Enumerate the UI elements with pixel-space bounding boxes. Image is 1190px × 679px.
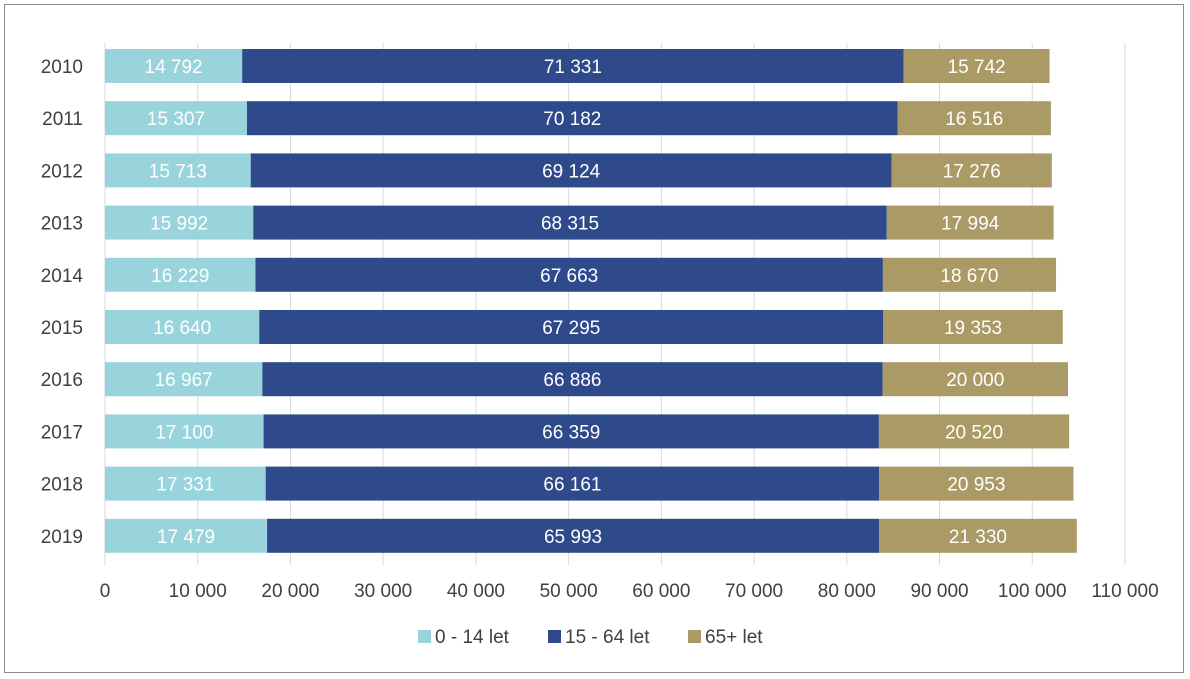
data-label: 20 000 [946,370,1004,391]
legend-swatch [418,630,431,643]
data-label: 20 953 [947,475,1005,496]
bar-segment [886,205,1054,240]
bar-segment [891,153,1052,188]
legend-swatch [548,630,561,643]
bar-segment [105,518,268,553]
category-label: 2016 [41,370,83,391]
bar-segment [879,518,1077,553]
data-label: 70 182 [543,109,601,130]
x-tick-label: 90 000 [910,581,968,602]
category-label: 2019 [41,527,83,548]
bar-segment [105,153,251,188]
data-label: 20 520 [945,422,1003,443]
bar-segment [259,310,884,344]
data-label: 15 307 [147,109,205,130]
bar-segment [105,101,247,136]
data-label: 17 100 [155,422,213,443]
bar-segment [882,362,1069,397]
bar-segment [105,257,256,292]
bar-segment [883,310,1063,344]
bar-segment [879,466,1074,501]
bar-segment [262,362,883,397]
bar-segment [265,466,880,501]
category-label: 2017 [41,422,83,443]
data-label: 67 663 [540,266,598,287]
x-tick-label: 20 000 [261,581,319,602]
bar-segment [897,101,1051,136]
data-label: 17 479 [157,527,215,548]
x-tick-label: 10 000 [169,581,227,602]
data-label: 17 331 [156,475,214,496]
x-tick-label: 60 000 [632,581,690,602]
data-label: 66 161 [543,475,601,496]
bar-segment [263,414,879,449]
category-label: 2013 [41,214,83,235]
x-tick-label: 110 000 [1091,581,1158,602]
data-label: 16 967 [155,370,213,391]
bar-segment [246,101,898,136]
data-label: 67 295 [542,318,600,339]
category-label: 2014 [41,266,84,287]
x-tick-label: 80 000 [818,581,876,602]
data-label: 19 353 [944,318,1002,339]
bar-segment [105,49,243,83]
category-label: 2015 [41,318,83,339]
bar-segment [882,257,1057,292]
data-label: 16 229 [151,266,209,287]
category-label: 2018 [41,475,83,496]
data-label: 71 331 [544,57,602,78]
data-label: 66 886 [543,370,601,391]
data-label: 69 124 [542,161,601,182]
data-label: 14 792 [145,57,203,78]
data-label: 17 994 [941,214,1000,235]
category-label: 2012 [41,161,83,182]
bar-segment [250,153,892,188]
x-tick-label: 50 000 [540,581,598,602]
legend-label: 0 - 14 let [435,627,510,648]
bar-segment [878,414,1070,449]
category-label: 2010 [41,57,83,78]
legend-label: 15 - 64 let [565,627,650,648]
bar-segment [903,49,1050,83]
stacked-bar-chart: 0 10 000 20 000 30 000 40 000 50 000 60 000 70 … [41,43,1159,648]
x-tick-label: 30 000 [354,581,412,602]
data-label: 68 315 [541,214,599,235]
bar-segment [105,466,266,501]
x-tick-label: 70 000 [725,581,783,602]
data-label: 66 359 [542,422,600,443]
data-label: 18 670 [940,266,998,287]
x-tick-label: 100 000 [998,581,1067,602]
bar-segment [105,310,260,344]
data-label: 16 516 [945,109,1003,130]
data-label: 17 276 [943,161,1001,182]
legend-swatch [688,630,701,643]
data-label: 15 992 [150,214,208,235]
bar-segment [242,49,904,83]
x-tick-label: 40 000 [447,581,505,602]
bar-segment [253,205,887,240]
bar-segment [105,414,264,449]
data-label: 15 713 [149,161,207,182]
category-label: 2011 [42,109,83,130]
bar-segment [255,257,883,292]
data-label: 15 742 [948,57,1006,78]
bar-segment [105,362,263,397]
x-tick-label: 0 [100,581,111,602]
data-label: 65 993 [544,527,602,548]
data-label: 16 640 [153,318,211,339]
bar-segment [105,205,254,240]
chart-frame: 0 10 000 20 000 30 000 40 000 50 000 60 000 70 … [4,4,1184,673]
legend-label: 65+ let [705,627,763,648]
bar-segment [267,518,880,553]
data-label: 21 330 [949,527,1007,548]
